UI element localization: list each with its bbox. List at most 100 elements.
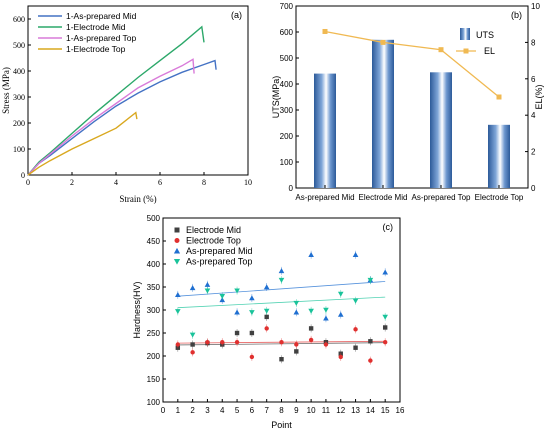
- data-point: [205, 340, 210, 345]
- y-tick-label: 700: [280, 2, 294, 11]
- y-tick-label: 300: [280, 106, 294, 115]
- data-point: [264, 326, 269, 331]
- data-point: [294, 342, 299, 347]
- y-tick-label: 500: [13, 41, 25, 50]
- legend-label: Electrode Top: [186, 236, 241, 246]
- y-axis-label: Hardness(HV): [132, 281, 142, 338]
- data-point: [263, 284, 270, 290]
- x-tick-label: 11: [322, 406, 331, 415]
- x-tick-label: 12: [336, 406, 345, 415]
- x-tick-label: 2: [190, 406, 195, 415]
- fit-line: [177, 296, 386, 309]
- x-tick-label: 16: [396, 406, 405, 415]
- plot-frame: [295, 5, 529, 189]
- y-tick-label: 350: [147, 283, 161, 292]
- y-tick-label: 300: [13, 93, 25, 102]
- data-point: [308, 308, 314, 314]
- x-tick-label: 0: [161, 406, 166, 415]
- data-point: [219, 294, 226, 299]
- y-tick-label: 500: [147, 214, 161, 223]
- el-point: [438, 47, 444, 53]
- y2-tick-label: 8: [531, 38, 536, 47]
- x-tick-label: 0: [26, 178, 30, 187]
- data-point: [190, 342, 195, 347]
- data-point: [264, 314, 269, 320]
- data-point: [382, 269, 388, 275]
- x-tick-label: 14: [366, 406, 375, 415]
- y-tick-label: 200: [280, 132, 294, 141]
- x-tick-label: Electrode Top: [475, 193, 524, 202]
- y-tick-label: 100: [13, 145, 25, 154]
- data-point: [189, 332, 196, 338]
- y-tick-label: 400: [147, 260, 161, 269]
- data-point: [353, 345, 358, 350]
- fit-line: [177, 281, 386, 297]
- panel-label: (a): [231, 10, 242, 20]
- data-point: [263, 308, 270, 314]
- y-tick-label: 600: [280, 28, 294, 37]
- data-point: [323, 315, 329, 321]
- data-point: [204, 288, 211, 294]
- data-point: [338, 354, 343, 360]
- data-point: [352, 252, 359, 257]
- y2-tick-label: 2: [531, 148, 536, 157]
- x-tick-label: 2: [70, 178, 74, 187]
- legend-label: 1-Electrode Top: [66, 44, 126, 54]
- panel-label: (c): [383, 222, 394, 232]
- data-point: [382, 314, 388, 320]
- y-tick-label: 100: [147, 398, 161, 407]
- uts-bar: [314, 73, 336, 188]
- x-tick-label: 4: [114, 178, 118, 187]
- uts-bar: [372, 39, 394, 188]
- series-line: [27, 59, 217, 176]
- data-point: [279, 340, 284, 345]
- data-point: [204, 281, 211, 287]
- legend-marker: [173, 247, 181, 254]
- data-point: [323, 307, 329, 313]
- series-line: [27, 25, 205, 176]
- data-point: [352, 298, 359, 304]
- data-point: [220, 340, 225, 345]
- legend-marker: [174, 227, 180, 233]
- legend-marker: [173, 259, 181, 265]
- legend-label: 1-Electrode Mid: [66, 22, 126, 32]
- x-tick-label: 3: [205, 406, 210, 415]
- data-point: [190, 350, 195, 355]
- data-point: [382, 340, 388, 345]
- y-tick-label: 400: [280, 80, 294, 89]
- el-line: [324, 30, 500, 98]
- data-point: [175, 342, 181, 347]
- x-tick-label: As-prepared Mid: [295, 193, 354, 202]
- x-tick-label: 15: [381, 406, 390, 415]
- y-tick-label: 400: [13, 67, 25, 76]
- x-axis-label: Point: [271, 420, 292, 430]
- y-tick-label: 200: [13, 119, 25, 128]
- legend-label: EL: [484, 46, 495, 56]
- legend-label: As-prepared Top: [186, 257, 252, 267]
- y-tick-label: 0: [289, 184, 294, 193]
- data-point: [175, 292, 181, 298]
- panel-b: 0 100 200 300 400 500 600 700 0 2 4 6 8 10 As-prepared…: [271, 2, 544, 202]
- y2-tick-label: 10: [531, 2, 540, 11]
- data-point: [367, 277, 374, 283]
- data-point: [294, 349, 299, 354]
- data-point: [293, 309, 300, 315]
- el-point: [322, 28, 328, 34]
- data-point: [234, 288, 240, 294]
- series-line: [27, 58, 195, 176]
- data-point: [234, 330, 240, 336]
- y-tick-label: 0: [21, 171, 25, 180]
- data-point: [234, 309, 240, 315]
- series-line: [27, 111, 138, 176]
- el-point: [496, 94, 502, 100]
- data-point: [368, 339, 373, 344]
- data-point: [278, 277, 285, 283]
- x-tick-label: 13: [351, 406, 360, 415]
- x-tick-label: 6: [158, 178, 162, 187]
- data-point: [234, 340, 240, 345]
- data-point: [279, 357, 284, 362]
- x-tick-label: 4: [220, 406, 225, 415]
- legend-label: As-prepared Mid: [186, 246, 253, 256]
- data-point: [353, 327, 358, 332]
